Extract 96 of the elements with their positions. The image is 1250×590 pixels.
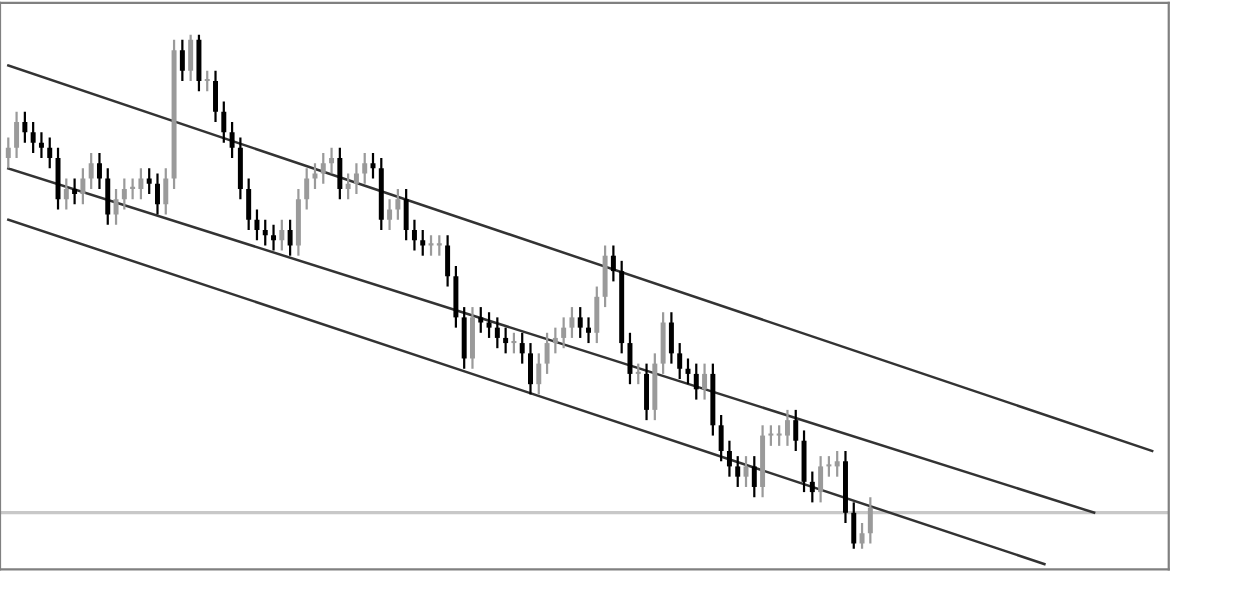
candlestick — [362, 151, 368, 185]
candlestick — [237, 136, 243, 201]
candlestick — [121, 177, 127, 211]
candlestick — [552, 326, 558, 355]
candlestick — [461, 305, 467, 370]
candlestick — [155, 172, 160, 216]
candlestick — [494, 316, 500, 350]
candlestick — [751, 455, 757, 499]
candlestick — [30, 120, 36, 155]
candlestick — [793, 408, 799, 453]
candlestick — [834, 449, 840, 478]
candlestick — [826, 455, 832, 478]
candlestick — [179, 38, 185, 83]
candlestick — [304, 167, 310, 211]
candlestick — [718, 413, 724, 463]
candlestick — [55, 146, 61, 211]
candlestick — [163, 167, 169, 216]
candlestick — [486, 311, 492, 340]
candlestick — [271, 223, 277, 252]
candlestick — [213, 69, 218, 124]
candlestick — [644, 362, 650, 422]
candlestick — [295, 187, 301, 257]
candlestick — [229, 120, 235, 160]
candlestick — [22, 110, 28, 144]
candlestick — [353, 162, 359, 196]
candlestick — [411, 218, 417, 252]
candlestick — [96, 151, 102, 190]
candlestick — [204, 69, 210, 93]
candlestick — [768, 424, 774, 447]
candlestick — [784, 408, 790, 447]
candlestick — [312, 162, 318, 190]
candlestick — [610, 244, 616, 283]
candlestick — [63, 177, 69, 211]
candlestick — [511, 331, 517, 355]
candlestick — [735, 455, 741, 489]
candlestick — [528, 341, 533, 396]
candlestick — [47, 136, 53, 170]
candlestick — [503, 326, 509, 355]
candlestick — [146, 167, 152, 196]
candlestick — [668, 311, 674, 365]
candlestick — [105, 167, 111, 226]
candlestick — [851, 501, 857, 550]
candlestick — [453, 264, 459, 329]
candlestick — [577, 305, 583, 340]
candlestick — [635, 362, 641, 386]
candlestick — [818, 455, 824, 504]
candlestick — [693, 362, 699, 401]
candlestick — [602, 244, 608, 309]
candlestick — [776, 424, 782, 447]
candlestick — [287, 218, 293, 257]
candlestick — [138, 167, 144, 201]
candlestick — [627, 331, 633, 386]
candlestick — [254, 208, 260, 242]
candlestick — [113, 187, 119, 226]
candlestick — [72, 177, 78, 206]
candlestick — [14, 110, 20, 160]
candlestick — [677, 341, 683, 381]
candlestick — [428, 234, 434, 257]
candlestick — [867, 496, 873, 545]
candlestick — [702, 362, 708, 401]
candlestick — [38, 131, 44, 160]
candlestick — [652, 352, 658, 422]
candlestick — [196, 33, 202, 93]
candlestick — [80, 167, 86, 206]
candlestick — [809, 470, 815, 504]
candlestick — [594, 285, 600, 345]
candlestick — [246, 177, 252, 232]
candlestick — [88, 151, 94, 190]
candlestick — [5, 136, 11, 170]
candlestick — [561, 316, 567, 350]
candlestick — [279, 218, 285, 252]
candlestick — [221, 100, 227, 144]
candlestick — [130, 177, 136, 201]
candlestick — [188, 33, 194, 83]
candlestick — [420, 228, 426, 257]
candlestick — [436, 234, 442, 257]
candlestick — [544, 331, 550, 376]
candlestick — [801, 429, 807, 494]
candlestick — [337, 146, 343, 201]
candlestick — [262, 218, 268, 247]
candlestick — [329, 146, 335, 175]
candlestick — [345, 172, 351, 201]
candlestick — [726, 439, 732, 478]
candlestick — [859, 521, 865, 550]
candlestick — [536, 352, 542, 396]
candlestick — [403, 187, 409, 242]
candlestick — [569, 305, 575, 340]
candlestick — [387, 198, 393, 232]
candlestick — [519, 331, 525, 365]
candlestick — [445, 234, 451, 288]
candlestick — [586, 316, 592, 345]
candlestick — [478, 305, 484, 334]
candlestick — [320, 151, 326, 185]
candlestick — [660, 311, 666, 376]
candlestick — [395, 187, 401, 221]
candlestick — [469, 305, 475, 370]
